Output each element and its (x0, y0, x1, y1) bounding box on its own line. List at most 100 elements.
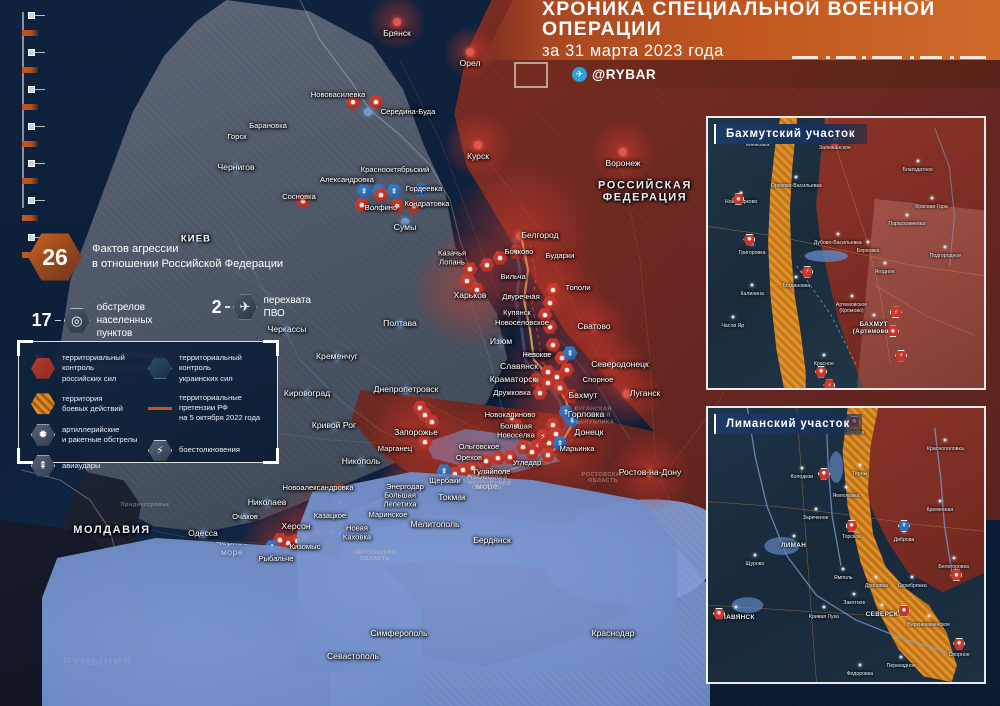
inset-place-label: СЕВЕРСК (865, 610, 899, 618)
inset-place-dot (794, 175, 798, 179)
map-city-label: Казачья Лопань (437, 248, 467, 266)
inset-place-label: Берховка (856, 247, 880, 254)
inset-place-label: Залежанское (819, 145, 851, 151)
timeline-dash (35, 200, 45, 201)
inset-place-dot (792, 534, 796, 538)
inset-place-dot (943, 438, 947, 442)
map-city-label: Кременчуг (316, 351, 358, 362)
timeline-dash (35, 163, 45, 164)
map-city-label: Никополь (341, 456, 381, 467)
air-defense-count: 2 (211, 296, 222, 317)
legend-item-artillery: ✹ артиллерийские и ракетные обстрелы (31, 424, 148, 446)
map-city-label: Херсон (281, 521, 311, 532)
bakhmut-detail-layer (708, 118, 984, 365)
map-city-label: Донецк (574, 427, 604, 438)
map-city-label: Тополи (565, 282, 591, 292)
legend-label: территориальный контроль украинских сил (179, 353, 242, 383)
map-city-label: Токмак (438, 492, 466, 503)
map-city-label: Кривой Рог (311, 420, 357, 431)
map-city-label: Орехов (455, 452, 483, 462)
bakhmut-strike-marker: ✹ (815, 366, 828, 378)
timeline-item (22, 45, 282, 78)
map-city-label: Барановка (249, 120, 287, 130)
legend-column-left: территориальный контроль российских сил т… (31, 353, 148, 486)
city-marker-dot (364, 108, 372, 116)
inset-place-dot (822, 605, 826, 609)
timeline-node (28, 49, 35, 56)
inset-place-dot (883, 261, 887, 265)
inset-place-dot (794, 275, 798, 279)
inset-liman-body: НевскоеКраснополовкаТерныКолодезиЯмполов… (708, 408, 984, 682)
stat-shellings: 17 ◎ обстрелов населенных пунктов (28, 301, 182, 340)
inset-place-label: Минковка (746, 142, 770, 149)
channel-bar[interactable]: ✈ @RYBAR (510, 60, 1000, 88)
russian-strike-marker: ✹ (368, 95, 384, 109)
legend-label: боестолкновения (179, 445, 240, 455)
airstrike-icon: ⇞ (31, 455, 55, 477)
inset-place-label: Богдановка (782, 282, 811, 289)
timeline-item (22, 119, 282, 152)
aggression-facts: 26 Фактов агрессии в отношении Российско… (28, 232, 284, 282)
map-city-label: Сосновка (282, 191, 316, 201)
map-city-label: Николаев (247, 497, 287, 508)
clash-lightning-icon: ⚡ (148, 440, 172, 461)
inset-place-label: Красная Гора (915, 204, 948, 211)
timeline-node (28, 123, 35, 130)
liman-detail-layer (708, 408, 984, 682)
inset-place-dot (952, 556, 956, 560)
timeline-dash (35, 126, 45, 127)
map-oblast-label: Приднестровье (120, 501, 170, 508)
map-city-label: Ольговское (458, 441, 500, 451)
city-marker-dot (232, 164, 240, 172)
city-marker-dot (401, 218, 409, 226)
corner-bracket-br (263, 448, 279, 464)
map-city-label: Орел (459, 58, 481, 69)
inset-place-label: Калинина (740, 290, 764, 297)
timeline-text (22, 103, 38, 110)
aggression-label-l2: в отношении Российской Федерации (92, 258, 284, 270)
inset-map-liman[interactable]: НевскоеКраснополовкаТерныКолодезиЯмполов… (706, 406, 986, 684)
aggression-count-badge: 26 (28, 233, 82, 281)
map-city-label: Маринское (368, 509, 408, 519)
bakhmut-clash-marker: ⚡ (895, 349, 908, 362)
inset-place-dot (916, 159, 920, 163)
map-city-label: Воронеж (605, 158, 641, 169)
liman-strike-marker: ✹ (713, 607, 726, 620)
map-city-label: Белгород (521, 230, 559, 241)
corner-bracket-tr (263, 340, 279, 356)
timeline-date-row (22, 119, 282, 134)
russian-strike-marker: ✹ (389, 199, 405, 213)
map-city-label: Бердянск (473, 535, 511, 546)
map-city-label: Вильча (500, 271, 526, 281)
map-region-label: Азовскоеморе (297, 472, 677, 672)
inset-bakhmut-body: Минковка Залежанское Благодатное Орехово-Ва… (708, 118, 984, 388)
inset-place-dot (938, 499, 942, 503)
timeline-date-row (22, 82, 282, 97)
inset-map-bakhmut[interactable]: Минковка Залежанское Благодатное Орехово-Ва… (706, 116, 986, 390)
map-city-label: Большая Новоселка (497, 421, 535, 439)
map-city-label: Гуляйполе (473, 466, 511, 476)
timeline-node (28, 234, 35, 241)
map-city-label: Ростов-на-Дону (618, 467, 682, 478)
legend-label: территория боевых действий (62, 393, 123, 413)
map-city-label: Новоселовское (495, 317, 549, 327)
russian-strike-marker: ✹ (345, 95, 361, 109)
map-city-label: Бочково (504, 246, 534, 256)
legend-item-russian-control: территориальный контроль российских сил (31, 353, 148, 384)
inset-place-label: Красное (813, 361, 834, 367)
inset-place-label: Ямполь (833, 575, 853, 582)
stat-connector (54, 319, 61, 322)
ukrainian-strike-marker: ⇞ (356, 184, 372, 198)
inset-place-dot (874, 575, 878, 579)
map-city-label: Севастополь (327, 651, 379, 662)
inset-place-label: Часов Яр (721, 323, 745, 330)
inset-place-label: Кривая Лука (808, 613, 839, 620)
legend-panel: территориальный контроль российских сил т… (17, 340, 279, 477)
inset-place-dot (836, 232, 840, 236)
map-oblast-label: ХЕРСОНСКАЯ ОБЛАСТЬ (353, 549, 397, 562)
map-city-label: Новая Каховка (342, 523, 372, 541)
inset-place-label: Торское (841, 534, 862, 541)
map-city-label: Бахмут (568, 390, 598, 401)
map-city-label: Северодонецк (591, 359, 649, 370)
ukrainian-strike-marker: ⇞ (386, 184, 402, 198)
